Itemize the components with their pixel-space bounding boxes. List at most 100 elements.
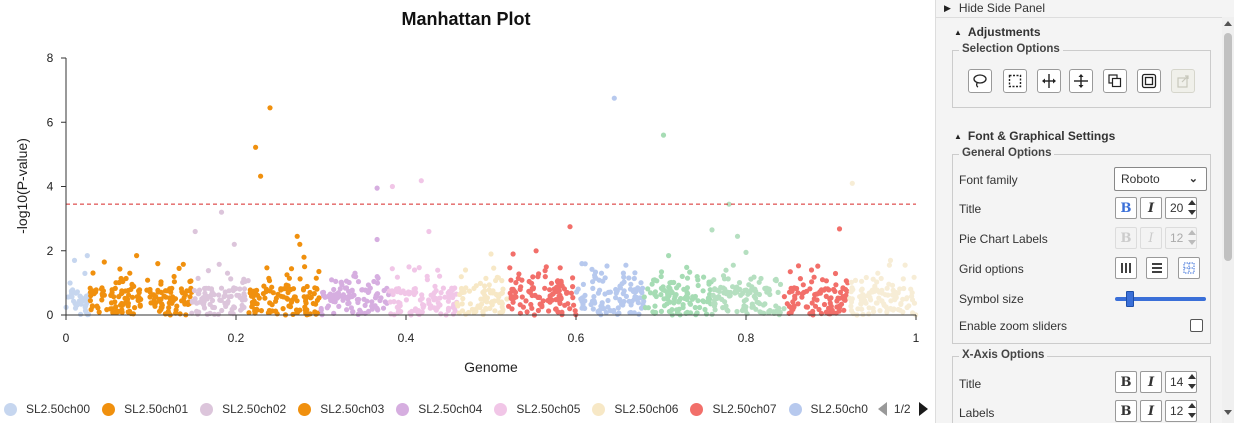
copy-button[interactable]	[1103, 69, 1127, 93]
data-point	[795, 301, 801, 307]
data-point	[269, 284, 275, 290]
fit-view-button[interactable]	[1137, 69, 1161, 93]
slider-thumb[interactable]	[1126, 291, 1134, 307]
legend-item[interactable]: SL2.50ch00	[4, 402, 90, 416]
data-point	[684, 296, 690, 302]
title-bold-button[interactable]: B	[1115, 197, 1137, 219]
data-point	[316, 268, 322, 275]
data-point	[811, 274, 817, 280]
data-point	[795, 290, 801, 296]
font-graphical-settings-header[interactable]: ▲ Font & Graphical Settings	[954, 128, 1115, 144]
x-axis-title-italic-button[interactable]: I	[1140, 371, 1162, 393]
spinner-icon[interactable]	[1188, 403, 1196, 419]
data-point	[284, 286, 290, 292]
data-point	[524, 309, 530, 315]
x-axis-labels-bold-button[interactable]: B	[1115, 400, 1137, 422]
data-point	[554, 284, 560, 290]
panel-scrollbar[interactable]	[1222, 17, 1234, 423]
peak-data-point	[155, 261, 161, 267]
legend-item[interactable]: SL2.50ch0	[788, 402, 868, 416]
legend-item[interactable]: SL2.50ch07	[690, 402, 777, 416]
data-point	[631, 310, 637, 316]
x-axis-title-size-input[interactable]: 14	[1165, 371, 1197, 393]
grid-horizontal-button[interactable]	[1146, 257, 1168, 279]
data-point	[722, 286, 728, 292]
data-point	[626, 275, 632, 281]
data-point	[855, 306, 861, 312]
font-graphical-settings-label: Font & Graphical Settings	[967, 129, 1116, 143]
data-point	[162, 311, 168, 317]
legend-item[interactable]: SL2.50ch04	[396, 402, 482, 416]
peak-data-point	[258, 173, 264, 179]
data-point	[725, 308, 731, 314]
box-select-button[interactable]	[1003, 69, 1027, 93]
pie-labels-size-input[interactable]: 12	[1165, 227, 1197, 249]
data-point	[723, 291, 729, 297]
pan-vertical-button[interactable]	[1069, 69, 1093, 93]
y-tick-label: 4	[47, 180, 54, 194]
data-point	[518, 284, 524, 290]
spinner-icon[interactable]	[1188, 200, 1196, 216]
scroll-down-icon[interactable]	[1224, 410, 1232, 415]
legend-swatch	[494, 402, 508, 416]
title-size-input[interactable]: 20	[1165, 197, 1197, 219]
legend-next-page-icon[interactable]	[918, 402, 928, 416]
scroll-up-icon[interactable]	[1224, 21, 1232, 26]
data-point	[697, 304, 703, 311]
data-point	[727, 289, 734, 296]
data-point	[324, 305, 330, 311]
export-button[interactable]	[1171, 69, 1195, 93]
x-axis-title-bold-button[interactable]: B	[1115, 371, 1137, 393]
data-point	[369, 299, 375, 305]
data-point	[260, 291, 266, 297]
data-point	[346, 288, 352, 294]
data-point	[800, 282, 806, 288]
pan-horizontal-button[interactable]	[1037, 69, 1061, 93]
data-point	[535, 307, 542, 314]
scrollbar-thumb[interactable]	[1224, 33, 1232, 261]
data-point	[567, 306, 573, 312]
peak-data-point	[101, 259, 107, 265]
legend-item[interactable]: SL2.50ch01	[102, 402, 188, 416]
symbol-size-slider[interactable]	[1115, 291, 1206, 307]
lasso-select-button[interactable]	[968, 69, 992, 93]
peak-data-point	[488, 251, 494, 257]
pie-labels-bold-button[interactable]: B	[1115, 227, 1137, 249]
legend-item[interactable]: SL2.50ch03	[298, 402, 384, 416]
enable-zoom-sliders-checkbox[interactable]	[1190, 319, 1203, 332]
data-point	[216, 292, 222, 298]
spinner-icon[interactable]	[1188, 374, 1196, 390]
hide-side-panel-toggle[interactable]: ▶ Hide Side Panel	[944, 0, 1045, 16]
grid-vertical-button[interactable]	[1115, 257, 1137, 279]
title-italic-button[interactable]: I	[1140, 197, 1162, 219]
data-point	[365, 282, 371, 288]
data-point	[627, 286, 634, 292]
data-point	[407, 310, 413, 316]
pie-labels-italic-button[interactable]: I	[1140, 227, 1162, 249]
x-tick-label: 0.4	[398, 331, 415, 345]
x-axis-labels-size-input[interactable]: 12	[1165, 400, 1197, 422]
adjustments-header[interactable]: ▲ Adjustments	[954, 24, 1041, 40]
data-point	[136, 290, 142, 296]
data-point	[741, 298, 747, 304]
data-point	[192, 296, 198, 302]
peak-data-point	[510, 251, 516, 257]
data-point	[406, 291, 412, 297]
data-point	[450, 304, 456, 310]
data-point	[667, 285, 673, 291]
legend-item[interactable]: SL2.50ch06	[592, 402, 678, 416]
font-family-select[interactable]: Roboto ⌄	[1114, 167, 1207, 191]
legend-item[interactable]: SL2.50ch02	[200, 402, 286, 416]
legend-item[interactable]: SL2.50ch05	[494, 402, 580, 416]
legend-prev-page-icon[interactable]	[877, 402, 887, 416]
x-axis-labels-italic-button[interactable]: I	[1140, 400, 1162, 422]
data-point	[911, 274, 917, 280]
chevron-down-icon: ⌄	[1188, 173, 1198, 185]
data-point	[565, 301, 571, 307]
data-point	[753, 306, 759, 312]
data-point	[760, 302, 767, 308]
data-point	[125, 296, 131, 302]
data-point	[478, 296, 484, 302]
spinner-icon[interactable]	[1188, 230, 1196, 246]
grid-both-button[interactable]	[1178, 257, 1200, 279]
